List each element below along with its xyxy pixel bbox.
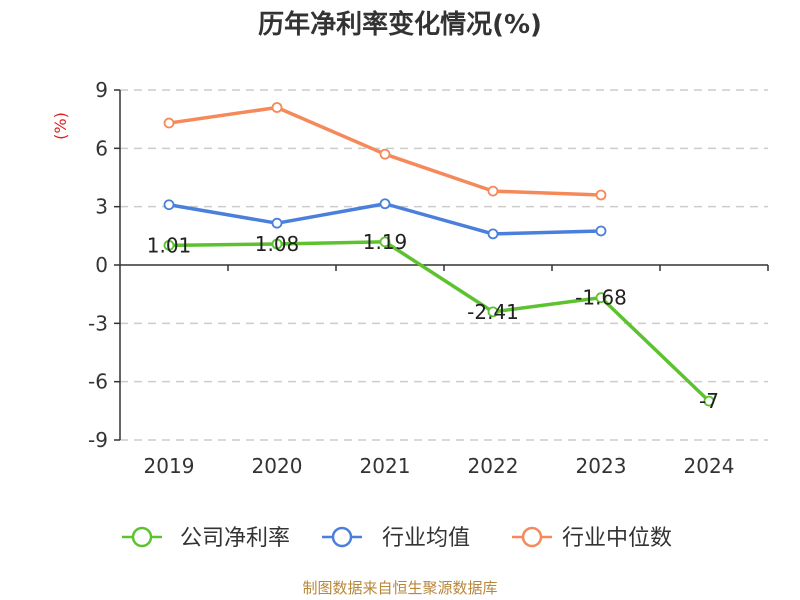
y-tick-label: 3 xyxy=(95,195,108,219)
data-point xyxy=(271,217,283,229)
legend-marker xyxy=(131,526,153,548)
data-point xyxy=(379,236,391,248)
x-tick-label: 2022 xyxy=(468,454,519,478)
chart-title: 历年净利率变化情况(%) xyxy=(258,10,542,40)
data-label: 1.19 xyxy=(363,230,408,254)
data-point xyxy=(595,189,607,201)
axes: 9 6 3 0 -3 -6 -9 2019 2020 2021 2022 2023 2024 (%) xyxy=(51,78,769,478)
series-line xyxy=(168,240,711,403)
data-point xyxy=(163,239,175,251)
y-tick-label: 6 xyxy=(95,136,108,160)
y-tick-label: 0 xyxy=(95,253,108,277)
data-point xyxy=(487,306,499,318)
legend-label: 公司净利率 xyxy=(180,526,290,551)
data-label: -7 xyxy=(699,389,719,413)
data-point xyxy=(379,198,391,210)
data-label: -2.41 xyxy=(467,300,519,324)
legend-label: 行业中位数 xyxy=(562,526,672,551)
x-tick-label: 2021 xyxy=(360,454,411,478)
data-point xyxy=(271,238,283,250)
x-tick-label: 2020 xyxy=(252,454,303,478)
legend-marker xyxy=(331,526,353,548)
data-point xyxy=(163,117,175,129)
data-point xyxy=(595,292,607,304)
source-note: 制图数据来自恒生聚源数据库 xyxy=(302,579,498,597)
data-point xyxy=(163,199,175,211)
data-point xyxy=(487,228,499,240)
y-tick-label: -9 xyxy=(88,428,108,452)
data-point xyxy=(703,395,715,407)
x-tick-label: 2024 xyxy=(684,454,735,478)
data-point xyxy=(487,185,499,197)
data-label: 1.01 xyxy=(147,233,192,257)
data-point xyxy=(379,148,391,160)
y-tick-label: 9 xyxy=(95,78,108,102)
x-tick-label: 2019 xyxy=(144,454,195,478)
legend: 公司净利率 行业均值 行业中位数 xyxy=(122,526,672,551)
y-axis-unit: (%) xyxy=(51,112,70,140)
gridlines xyxy=(120,89,768,441)
data-point xyxy=(271,102,283,113)
legend-label: 行业均值 xyxy=(382,526,470,551)
data-label: -1.68 xyxy=(575,286,627,310)
data-label: 1.08 xyxy=(255,232,300,256)
x-tick-label: 2023 xyxy=(576,454,627,478)
legend-marker xyxy=(521,526,543,548)
y-tick-label: -6 xyxy=(88,370,108,394)
data-point xyxy=(595,225,607,237)
series-lines xyxy=(163,102,715,407)
data-labels: 1.01 1.08 1.19 -2.41 -1.68 -7 xyxy=(147,230,719,413)
y-tick-label: -3 xyxy=(88,311,108,335)
